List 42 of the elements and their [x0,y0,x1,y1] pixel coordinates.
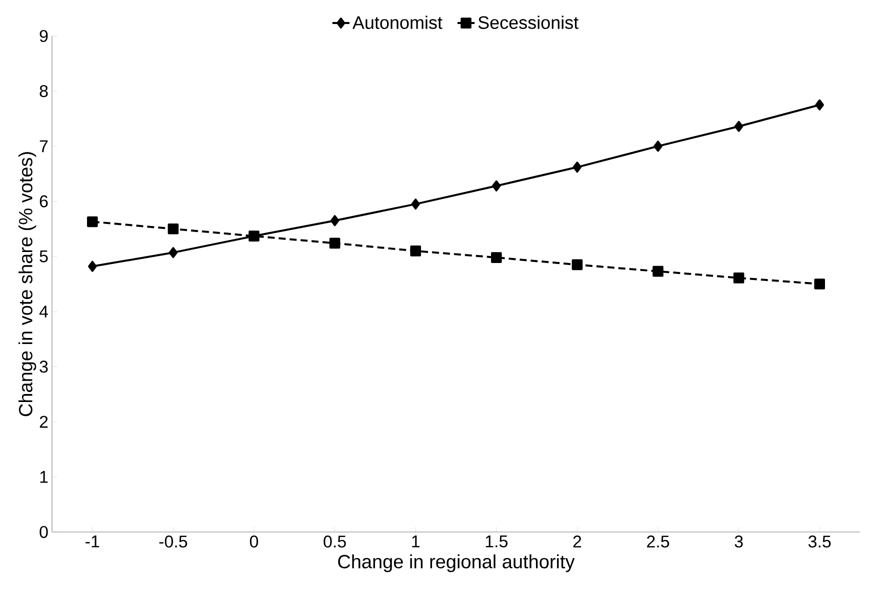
point [814,278,825,290]
x-tick-label: 0 [250,536,258,548]
point [87,216,98,228]
x-tick-label: 3 [734,536,743,548]
point [492,180,501,192]
point [491,252,502,263]
x-tick-label: 2 [573,536,582,548]
point [88,260,97,272]
point [329,238,340,249]
point [410,246,422,256]
x-tick-label: 3.5 [808,536,831,548]
y-tick-label: 0 [40,526,48,538]
y-tick-label: 6 [40,195,48,208]
legend-label: Autonomist [352,16,442,29]
point [572,162,582,173]
x-tick-label: 0.5 [324,536,346,548]
y-tick-label: 4 [39,306,48,318]
y-axis-title: Change in vote share (% votes) [18,152,36,416]
x-axis-title: Change in regional authority [338,554,575,572]
point [654,140,662,152]
point [733,272,744,284]
point [411,198,420,210]
point [815,99,824,110]
y-tick-label: 1 [40,471,48,483]
point [734,120,744,132]
y-tick-label: 3 [40,360,48,373]
x-tick-label: -1 [86,536,100,548]
y-tick-label: 9 [40,30,48,42]
y-tick-label: 8 [40,85,48,98]
x-tick-label: 1.5 [486,536,508,548]
x-tick-label: -0.5 [159,536,188,548]
x-tick-label: 1 [412,536,420,548]
x-tick-label: 2.5 [647,536,670,548]
point [168,223,179,234]
point [652,266,664,277]
y-tick-label: 5 [40,250,48,262]
legend-label: Secessionist [478,16,578,29]
point [330,215,340,226]
y-tick-label: 2 [40,416,48,428]
y-tick-label: 7 [40,140,48,152]
point [572,259,583,270]
point [168,247,178,258]
